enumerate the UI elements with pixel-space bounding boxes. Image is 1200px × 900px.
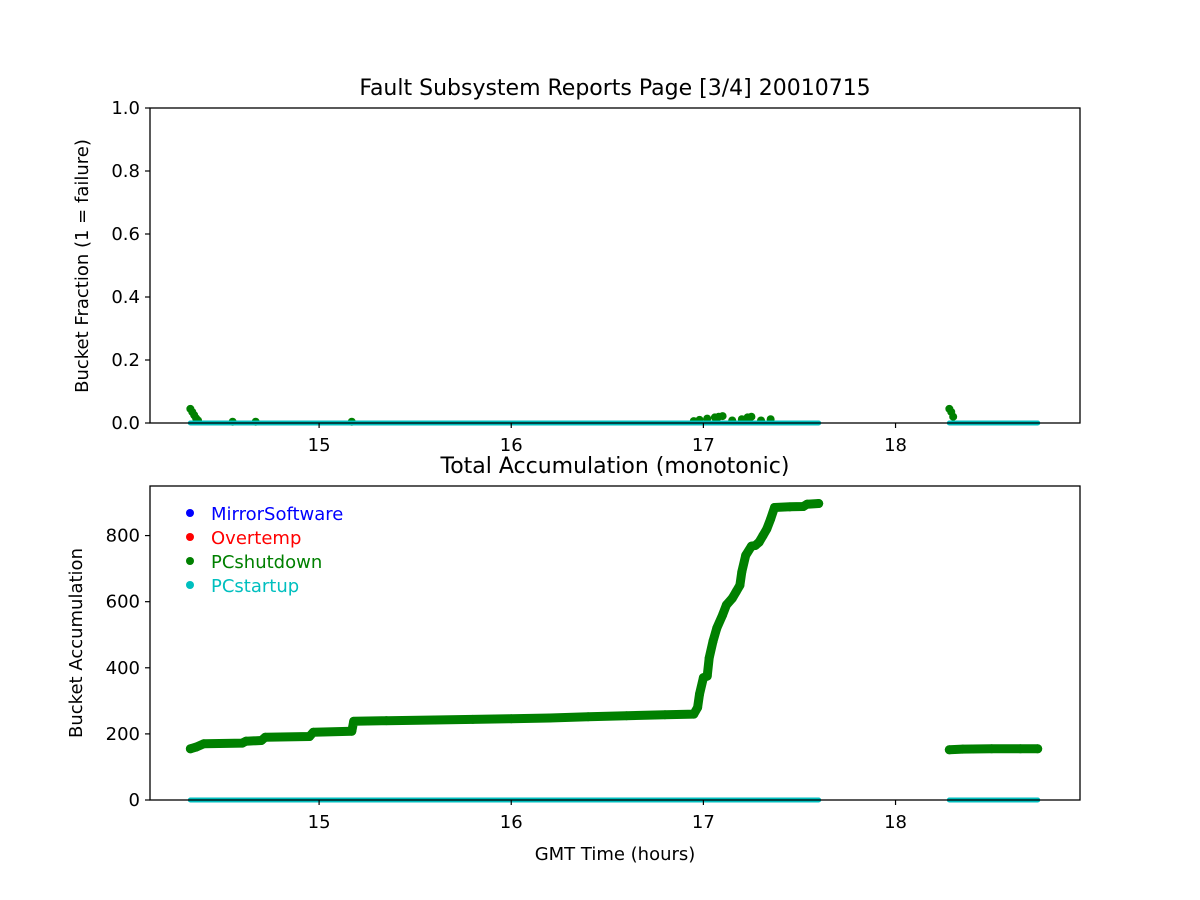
x-tick-label: 16: [500, 435, 523, 456]
accumulation-chart: Total Accumulation (monotonic) Bucket Ac…: [66, 454, 1081, 865]
series-pcshutdown-point: [702, 671, 712, 681]
legend-label-mirrorsoftware: MirrorSoftware: [211, 504, 343, 525]
y-tick-label: 0.8: [111, 161, 140, 182]
y-tick-label: 1.0: [111, 98, 140, 119]
x-tick-label: 18: [884, 435, 907, 456]
series-pcshutdown-point: [689, 709, 699, 719]
series-pcshutdown-point: [814, 499, 824, 509]
accumulation-chart-y-axis-label: Bucket Accumulation: [66, 548, 87, 738]
series-pcshutdown-point: [695, 689, 705, 699]
series-pcshutdown-point: [1015, 744, 1025, 754]
series-pcshutdown-point: [735, 580, 745, 590]
series-pcshutdown-point: [949, 412, 958, 421]
series-pcshutdown-point: [191, 742, 201, 752]
fraction-chart-title: Fault Subsystem Reports Page [3/4] 20010…: [359, 76, 870, 101]
legend-label-overtemp: Overtemp: [211, 528, 301, 549]
series-pcshutdown-point: [583, 712, 593, 722]
series-pcshutdown-point: [721, 600, 731, 610]
series-pcshutdown-point: [769, 502, 779, 512]
series-pcshutdown-point: [347, 726, 357, 736]
legend: MirrorSoftware Overtemp PCshutdown PCstartu…: [186, 504, 343, 597]
series-pcshutdown-point: [741, 550, 751, 560]
y-tick-label: 800: [106, 526, 140, 547]
series-pcshutdown-point: [802, 499, 812, 509]
legend-marker-mirrorsoftware: [186, 509, 194, 517]
series-pcshutdown-point: [622, 711, 632, 721]
legend-marker-pcstartup: [186, 581, 194, 589]
series-pcshutdown-point: [758, 531, 768, 541]
series-pcshutdown-point: [260, 732, 270, 742]
series-pcshutdown-point: [944, 745, 954, 755]
series-pcshutdown-point: [766, 514, 776, 524]
x-tick-label: 18: [884, 812, 907, 833]
series-pcshutdown-point: [468, 714, 478, 724]
accumulation-chart-x-axis-label: GMT Time (hours): [535, 844, 696, 865]
series-pcshutdown-point: [727, 593, 737, 603]
series-pcshutdown-point: [241, 736, 251, 746]
accumulation-chart-title: Total Accumulation (monotonic): [440, 454, 790, 479]
series-pcshutdown-point: [429, 715, 439, 725]
y-tick-label: 0.4: [111, 287, 140, 308]
series-pcshutdown-point: [731, 587, 741, 597]
y-tick-label: 0.6: [111, 224, 140, 245]
series-pcshutdown-point: [958, 744, 968, 754]
x-tick-label: 15: [308, 435, 331, 456]
series-pcshutdown-point: [754, 537, 764, 547]
series-pcshutdown-point: [987, 744, 997, 754]
series-pcshutdown-point: [1033, 744, 1043, 754]
series-pcshutdown-point: [660, 710, 670, 720]
y-tick-label: 600: [106, 592, 140, 613]
series-pcshutdown-point: [718, 610, 728, 620]
y-tick-label: 0.2: [111, 350, 140, 371]
series-pcshutdown-point: [785, 502, 795, 512]
accumulation-chart-axes: 15 16 17 18 0 200 400 600 800: [106, 526, 907, 833]
series-pcshutdown-point: [747, 412, 756, 421]
x-tick-label: 15: [308, 812, 331, 833]
legend-label-pcshutdown: PCshutdown: [211, 552, 322, 573]
fraction-chart-axes: 15 16 17 18 0.0 0.2 0.4 0.6 0.8 1.0: [111, 98, 907, 456]
fraction-chart-y-axis-label: Bucket Fraction (1 = failure): [72, 139, 93, 393]
series-pcshutdown-point: [693, 702, 703, 712]
series-pcshutdown-point: [506, 714, 516, 724]
y-tick-label: 0.0: [111, 413, 140, 434]
legend-label-pcstartup: PCstartup: [211, 576, 299, 597]
series-pcshutdown-point: [718, 412, 727, 421]
y-tick-label: 400: [106, 658, 140, 679]
series-pcshutdown-point: [737, 567, 747, 577]
x-tick-label: 17: [692, 812, 715, 833]
fraction-chart: Fault Subsystem Reports Page [3/4] 20010…: [72, 76, 1081, 456]
series-pcshutdown-point: [704, 653, 714, 663]
series-pcshutdown-point: [199, 739, 209, 749]
series-pcshutdown-point: [762, 524, 772, 534]
series-pcshutdown-point: [545, 713, 555, 723]
fraction-chart-frame: [149, 107, 1081, 424]
accumulation-chart-frame: [149, 485, 1081, 801]
series-pcshutdown-point: [381, 716, 391, 726]
series-pcshutdown-point: [349, 716, 359, 726]
legend-marker-pcshutdown: [186, 557, 194, 565]
series-pcshutdown-point: [708, 636, 718, 646]
y-tick-label: 0: [129, 790, 140, 811]
series-pcshutdown-point: [308, 727, 318, 737]
legend-marker-overtemp: [186, 533, 194, 541]
x-tick-label: 16: [500, 812, 523, 833]
series-pcshutdown-point: [712, 623, 722, 633]
x-tick-label: 17: [692, 435, 715, 456]
y-tick-label: 200: [106, 724, 140, 745]
